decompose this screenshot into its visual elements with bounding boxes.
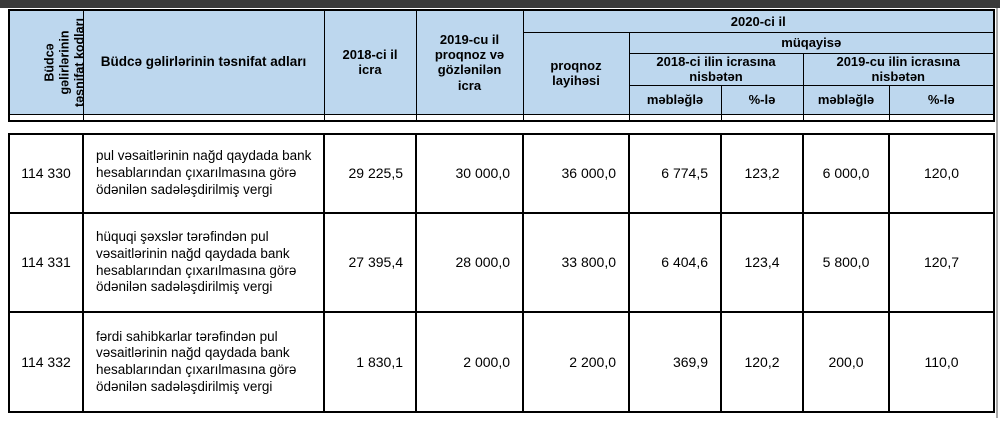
header-2020: 2020-ci il — [522, 9, 995, 33]
table-row: 114 331 hüquqi şəxslər tərəfindən pul və… — [8, 212, 995, 313]
table-row: 114 330 pul vəsaitlərinin nağd qaydada b… — [8, 133, 995, 214]
code-cell: 114 330 — [8, 133, 84, 214]
name-cell: hüquqi şəxslər tərəfindən pul vəsaitləri… — [82, 212, 325, 313]
header-vs-2019: 2019-cu ilin icrasına nisbətən — [802, 52, 995, 86]
header-comparison: müqayisə — [628, 31, 995, 54]
header-vs2018-percent: %-lə — [720, 84, 804, 115]
spacer-cell — [522, 113, 630, 122]
vs2019-percent-cell: 120,7 — [888, 212, 995, 313]
table-row: 114 332 fərdi sahibkarlar tərəfindən pul… — [8, 311, 995, 413]
vs2018-percent-cell: 123,4 — [720, 212, 804, 313]
spacer-cell — [323, 113, 417, 122]
spacer-cell — [628, 113, 722, 122]
forecast-2019-cell: 2 000,0 — [415, 311, 524, 413]
vs2018-percent-cell: 120,2 — [720, 311, 804, 413]
header-vs-2018: 2018-ci ilin icrasına nisbətən — [628, 52, 804, 86]
header-vs2018-amount: məbləğlə — [628, 84, 722, 115]
header-vs2019-percent: %-lə — [888, 84, 995, 115]
page-edge-line — [996, 8, 998, 418]
header-2018-execution: 2018-ci il icra — [323, 9, 417, 115]
vs2018-percent-cell: 123,2 — [720, 133, 804, 214]
header-spacer-row — [8, 113, 995, 122]
exec-2018-cell: 29 225,5 — [323, 133, 417, 214]
forecast-2019-cell: 30 000,0 — [415, 133, 524, 214]
header-table: Büdcə gəlirlərinin təsnifat kodları Büdc… — [8, 9, 996, 122]
draft-2020-cell: 36 000,0 — [522, 133, 630, 214]
exec-2018-cell: 1 830,1 — [323, 311, 417, 413]
header-vs2019-amount: məbləğlə — [802, 84, 890, 115]
exec-2018-cell: 27 395,4 — [323, 212, 417, 313]
spacer-cell — [888, 113, 995, 122]
vs2018-amount-cell: 369,9 — [628, 311, 722, 413]
draft-2020-cell: 2 200,0 — [522, 311, 630, 413]
vs2019-percent-cell: 120,0 — [888, 133, 995, 214]
code-cell: 114 331 — [8, 212, 84, 313]
vs2018-amount-cell: 6 774,5 — [628, 133, 722, 214]
spacer-cell — [415, 113, 524, 122]
header-2019-forecast: 2019-cu il proqnoz və gözlənilən icra — [415, 9, 524, 115]
header-code-column: Büdcə gəlirlərinin təsnifat kodları — [8, 9, 87, 115]
forecast-2019-cell: 28 000,0 — [415, 212, 524, 313]
vs2018-amount-cell: 6 404,6 — [628, 212, 722, 313]
header-code-column-label: Büdcə gəlirlərinin təsnifat kodları — [42, 17, 87, 107]
name-cell: fərdi sahibkarlar tərəfindən pul vəsaitl… — [82, 311, 325, 413]
data-table: 114 330 pul vəsaitlərinin nağd qaydada b… — [8, 133, 995, 413]
header-draft-forecast: proqnoz layihəsi — [522, 31, 630, 115]
vs2019-amount-cell: 200,0 — [802, 311, 890, 413]
vs2019-amount-cell: 5 800,0 — [802, 212, 890, 313]
spacer-cell — [720, 113, 804, 122]
vs2019-percent-cell: 110,0 — [888, 311, 995, 413]
name-cell: pul vəsaitlərinin nağd qaydada bank hesa… — [82, 133, 325, 214]
draft-2020-cell: 33 800,0 — [522, 212, 630, 313]
spacer-cell — [82, 113, 325, 122]
top-bar — [0, 0, 1000, 8]
code-cell: 114 332 — [8, 311, 84, 413]
spacer-cell — [802, 113, 890, 122]
header-name-column: Büdcə gəlirlərinin təsnifat adları — [82, 9, 325, 115]
vs2019-amount-cell: 6 000,0 — [802, 133, 890, 214]
